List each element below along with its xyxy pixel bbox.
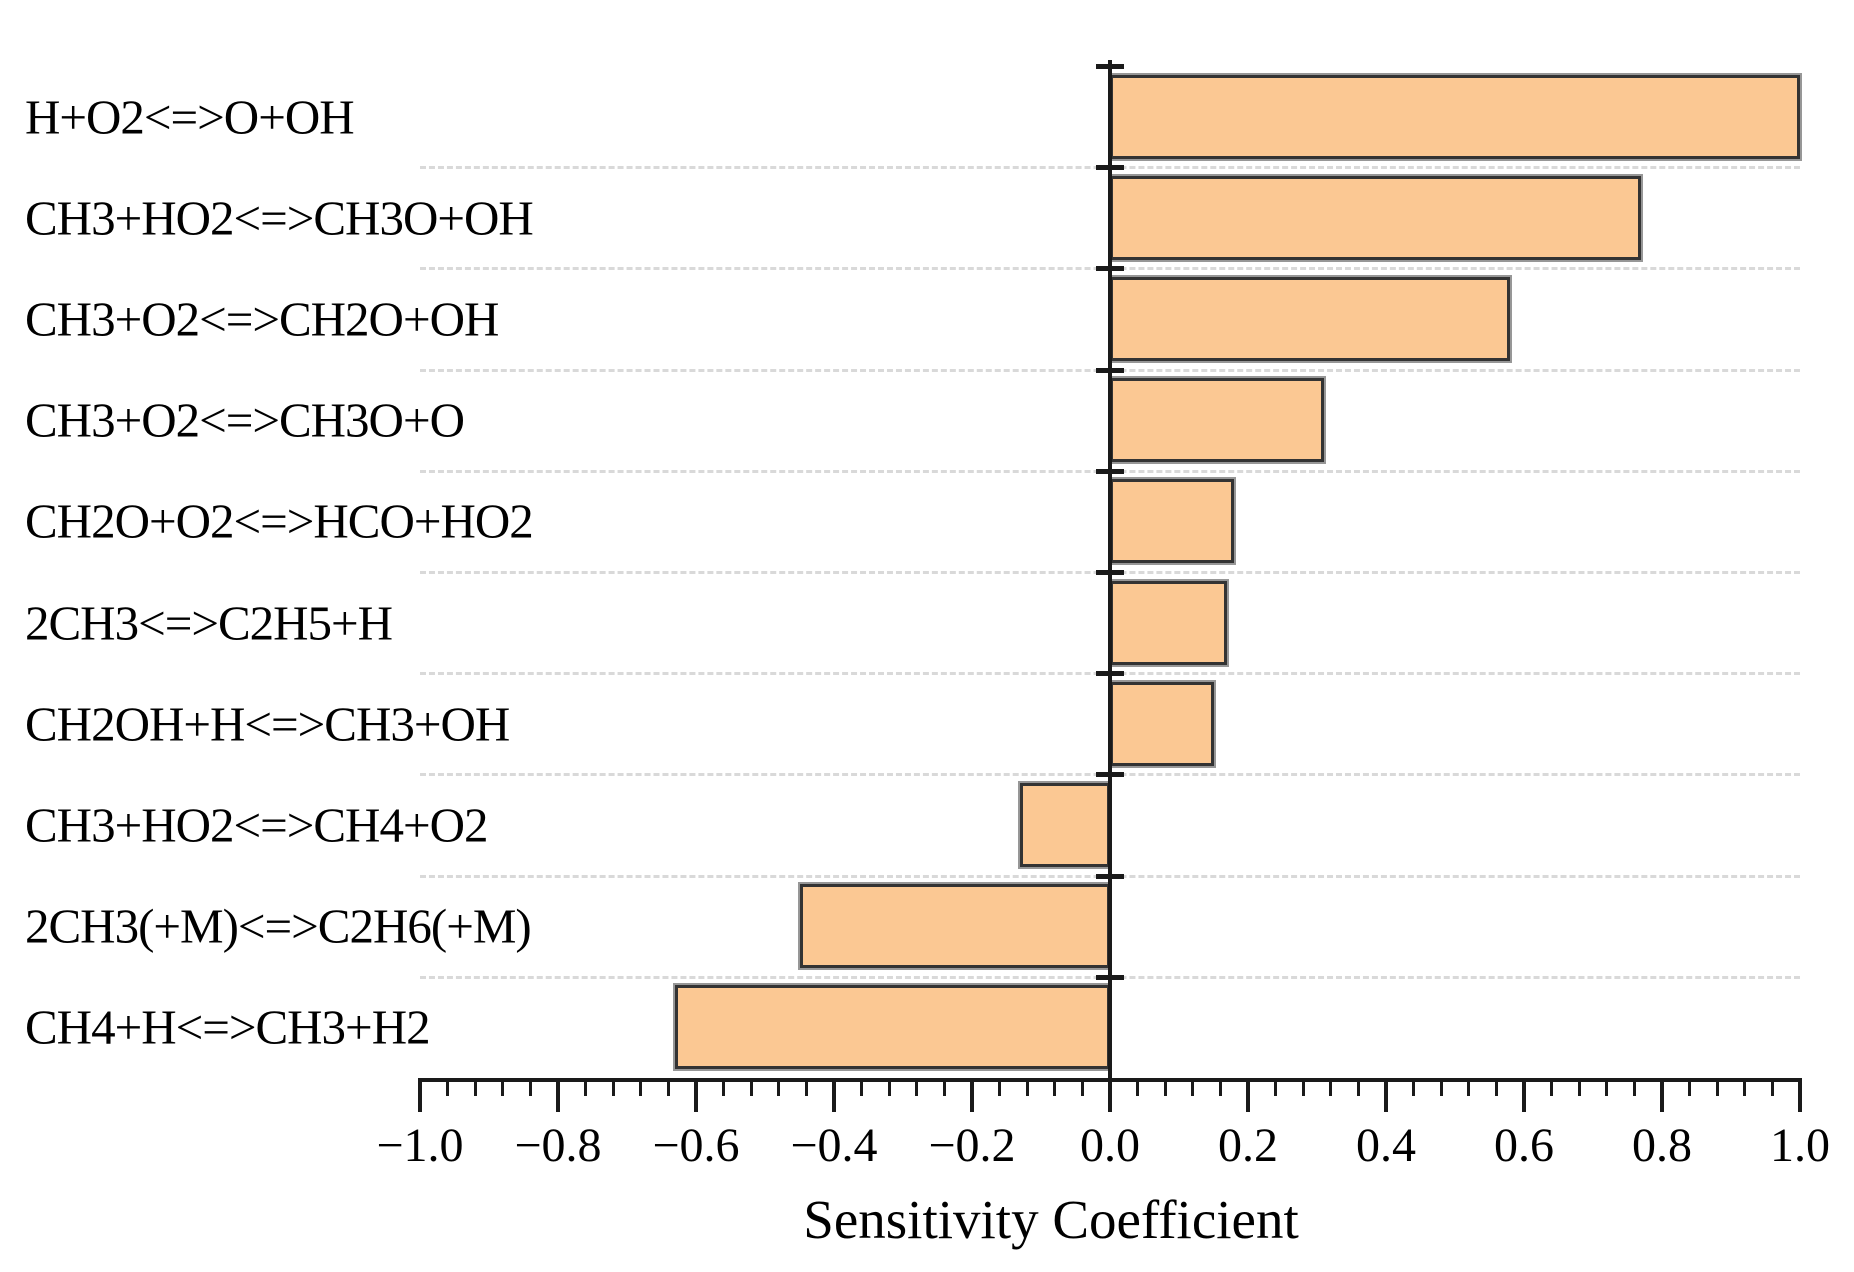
x-minor-tick — [1577, 1078, 1581, 1096]
category-label: CH3+O2<=>CH2O+OH — [25, 291, 499, 347]
x-minor-tick — [473, 1078, 477, 1096]
x-tick-label: 1.0 — [1770, 1119, 1830, 1172]
x-minor-tick — [639, 1078, 643, 1096]
x-minor-tick — [722, 1078, 726, 1096]
x-tick-label: −0.4 — [790, 1119, 878, 1172]
x-minor-tick — [1053, 1078, 1057, 1096]
y-axis-tick — [1096, 266, 1124, 272]
x-major-tick — [1246, 1078, 1250, 1112]
bar — [797, 882, 1112, 971]
x-minor-tick — [1467, 1078, 1471, 1096]
y-axis-tick — [1096, 974, 1124, 980]
x-minor-tick — [1439, 1078, 1443, 1096]
category-label: CH3+O2<=>CH3O+O — [25, 392, 465, 448]
x-minor-tick — [749, 1078, 753, 1096]
x-major-tick — [1108, 1078, 1112, 1112]
category-label: 2CH3<=>C2H5+H — [25, 595, 393, 651]
x-tick-label: 0.8 — [1632, 1119, 1692, 1172]
x-minor-tick — [611, 1078, 615, 1096]
x-minor-tick — [1743, 1078, 1747, 1096]
x-minor-tick — [1025, 1078, 1029, 1096]
x-minor-tick — [1770, 1078, 1774, 1096]
x-major-tick — [832, 1078, 836, 1112]
y-axis-tick — [1096, 570, 1124, 575]
category-label: CH2OH+H<=>CH3+OH — [25, 696, 510, 752]
category-label: 2CH3(+M)<=>C2H6(+M) — [25, 898, 532, 954]
y-axis-tick — [1096, 671, 1124, 677]
x-minor-tick — [666, 1078, 670, 1096]
x-tick-label: −0.6 — [652, 1119, 740, 1172]
x-major-tick — [1798, 1078, 1802, 1112]
x-minor-tick — [1688, 1078, 1692, 1096]
x-axis-title: Sensitivity Coefficient — [803, 1189, 1299, 1250]
x-major-tick — [1384, 1078, 1388, 1112]
bar — [1108, 679, 1216, 768]
x-major-tick — [970, 1078, 974, 1112]
x-minor-tick — [1218, 1078, 1222, 1096]
x-minor-tick — [804, 1078, 808, 1096]
x-minor-tick — [860, 1078, 864, 1096]
x-minor-tick — [1356, 1078, 1360, 1096]
bar — [1107, 578, 1230, 667]
x-minor-tick — [1329, 1078, 1333, 1096]
x-minor-tick — [1274, 1078, 1278, 1096]
bar — [673, 983, 1112, 1072]
x-minor-tick — [998, 1078, 1002, 1096]
x-minor-tick — [1632, 1078, 1636, 1096]
category-label: CH4+H<=>CH3+H2 — [25, 999, 431, 1055]
x-minor-tick — [501, 1078, 505, 1096]
y-axis-tick — [1096, 165, 1124, 171]
x-tick-label: 0.0 — [1080, 1119, 1140, 1172]
x-tick-label: −1.0 — [376, 1119, 464, 1172]
x-minor-tick — [1080, 1078, 1084, 1096]
category-label: H+O2<=>O+OH — [25, 89, 355, 145]
bar — [1107, 275, 1513, 363]
x-tick-label: 0.4 — [1356, 1119, 1416, 1172]
x-tick-label: −0.8 — [514, 1119, 602, 1172]
x-tick-label: 0.6 — [1494, 1119, 1554, 1172]
x-minor-tick — [584, 1078, 588, 1096]
category-label: CH3+HO2<=>CH3O+OH — [25, 190, 534, 246]
bar — [1108, 72, 1802, 161]
y-axis-tick — [1096, 873, 1124, 879]
x-minor-tick — [887, 1078, 891, 1096]
x-minor-tick — [1605, 1078, 1609, 1096]
bar — [1108, 376, 1326, 465]
x-tick-label: −0.2 — [928, 1119, 1016, 1172]
x-minor-tick — [1163, 1078, 1167, 1096]
x-major-tick — [694, 1078, 698, 1112]
x-major-tick — [418, 1078, 422, 1112]
bar — [1018, 781, 1112, 869]
y-axis-tick — [1096, 468, 1124, 474]
x-major-tick — [556, 1078, 560, 1112]
x-minor-tick — [777, 1078, 781, 1096]
x-minor-tick — [1301, 1078, 1305, 1096]
x-minor-tick — [1550, 1078, 1554, 1096]
x-minor-tick — [1715, 1078, 1719, 1096]
x-minor-tick — [528, 1078, 532, 1096]
x-minor-tick — [942, 1078, 946, 1096]
x-minor-tick — [446, 1078, 450, 1096]
bar — [1107, 477, 1237, 566]
x-minor-tick — [1494, 1078, 1498, 1096]
y-axis-tick — [1096, 64, 1124, 69]
y-axis-tick — [1096, 367, 1124, 373]
y-axis-tick — [1096, 772, 1124, 778]
x-tick-label: 0.2 — [1218, 1119, 1278, 1172]
x-minor-tick — [915, 1078, 919, 1096]
category-label: CH2O+O2<=>HCO+HO2 — [25, 493, 534, 549]
x-major-tick — [1660, 1078, 1664, 1112]
bar — [1107, 173, 1644, 262]
y-axis-line — [1108, 60, 1112, 1078]
x-major-tick — [1522, 1078, 1526, 1112]
category-label: CH3+HO2<=>CH4+O2 — [25, 797, 488, 853]
x-minor-tick — [1191, 1078, 1195, 1096]
x-minor-tick — [1412, 1078, 1416, 1096]
x-minor-tick — [1136, 1078, 1140, 1096]
